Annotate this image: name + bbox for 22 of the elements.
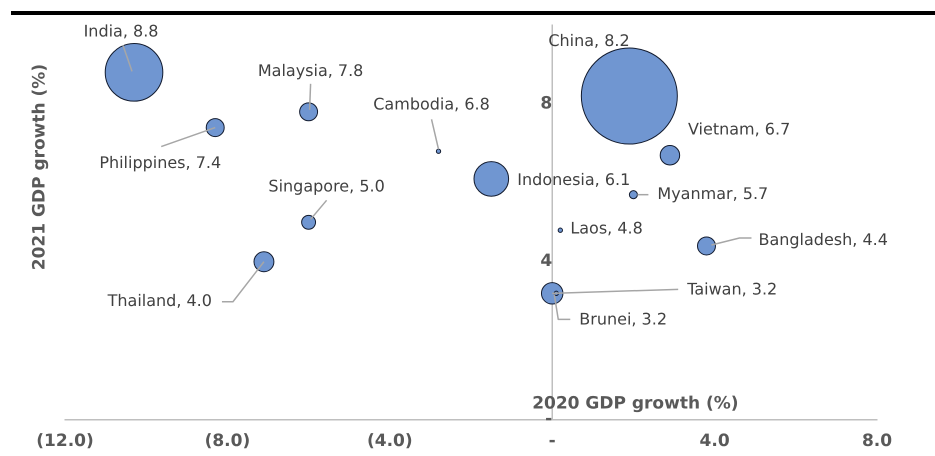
data-label: China, 8.2 xyxy=(548,31,630,50)
data-label: Taiwan, 3.2 xyxy=(686,279,778,298)
y-axis-title: 2021 GDP growth (%) xyxy=(29,64,50,270)
x-tick-label: 4.0 xyxy=(700,431,730,452)
data-label: Brunei, 3.2 xyxy=(579,309,668,328)
data-label: Laos, 4.8 xyxy=(570,218,643,238)
data-label: Philippines, 7.4 xyxy=(99,152,222,172)
data-label: Singapore, 5.0 xyxy=(268,176,385,196)
y-tick-label: 4 xyxy=(540,251,552,272)
data-label: Cambodia, 6.8 xyxy=(373,94,490,114)
y-tick-label: 8 xyxy=(540,93,552,114)
data-label: Indonesia, 6.1 xyxy=(517,170,630,190)
data-label: Vietnam, 6.7 xyxy=(688,119,790,138)
x-tick-label: (4.0) xyxy=(366,431,413,452)
data-label: Bangladesh, 4.4 xyxy=(758,230,888,250)
data-label: Myanmar, 5.7 xyxy=(657,184,768,203)
x-tick-label: (8.0) xyxy=(204,431,250,452)
data-label: Malaysia, 7.8 xyxy=(258,60,364,80)
x-tick-label: (12.0) xyxy=(36,431,94,452)
data-label: Thailand, 4.0 xyxy=(106,290,212,310)
data-label: India, 8.8 xyxy=(84,22,158,41)
x-tick-label: 8.0 xyxy=(862,431,892,452)
